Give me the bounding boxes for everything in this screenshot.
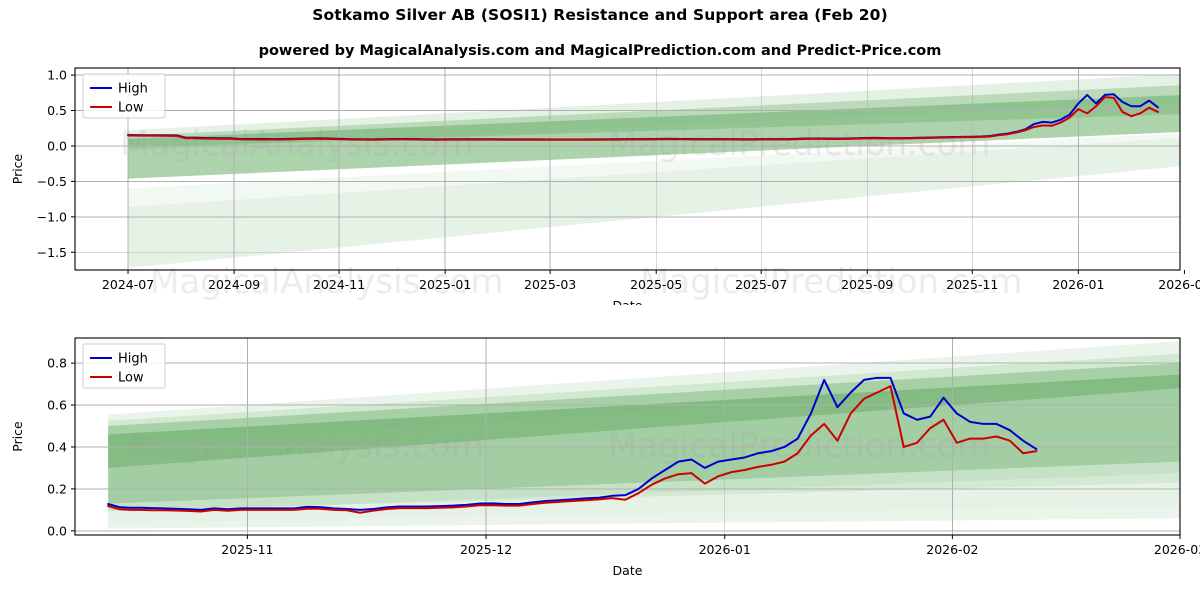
y-tick-label: 0.0 <box>47 138 67 153</box>
series-group <box>127 93 1159 141</box>
x-tick-label: 2024-09 <box>208 277 260 292</box>
x-axis-title: Date <box>613 298 643 305</box>
y-axis-title: Price <box>10 153 25 184</box>
legend: High Low <box>82 73 166 119</box>
x-tick-label: 2026-02 <box>926 542 978 557</box>
x-axis-title: Date <box>613 563 643 578</box>
y-tick-label: −1.0 <box>37 209 67 224</box>
x-tick-label: 2025-12 <box>460 542 512 557</box>
x-tick-label: 2025-05 <box>630 277 682 292</box>
x-axis: 2024-07 2024-09 2024-11 2025-01 2025-03 2025-… <box>102 270 1200 292</box>
plot-frame <box>74 67 1181 271</box>
band-lower-wedge-faint <box>128 133 1180 224</box>
series-line-high <box>107 376 1038 511</box>
overview-chart: MagicalAnalysis.com MagicalPrediction.com… <box>10 67 1200 305</box>
y-tick-label: 0.2 <box>47 481 67 496</box>
y-tick-label: 0.8 <box>47 356 67 371</box>
legend-label-high: High <box>118 82 148 97</box>
y-axis: 0.8 0.6 0.4 0.2 0.0 <box>47 356 75 538</box>
band-lower-wedge-light <box>128 137 1180 268</box>
x-tick-label: 2025-01 <box>419 277 471 292</box>
y-axis-title: Price <box>10 421 25 452</box>
zoom-chart: MagicalAnalysis.com MagicalPrediction.com… <box>10 337 1200 578</box>
band-lower-wedge-faint <box>108 482 1180 529</box>
x-axis: 2025-11 2025-12 2026-01 2026-02 2026-03 <box>221 535 1200 557</box>
x-tick-label: 2024-07 <box>102 277 154 292</box>
y-axis: 1.0 0.5 0.0 −0.5 −1.0 −1.5 <box>37 68 75 260</box>
band-group <box>128 73 1180 268</box>
x-tick-label: 2025-03 <box>524 277 576 292</box>
legend: High Low <box>82 343 166 389</box>
y-tick-label: −0.5 <box>37 174 67 189</box>
x-tick-label: 2025-09 <box>841 277 893 292</box>
chart-subtitle: powered by MagicalAnalysis.com and Magic… <box>258 43 942 59</box>
x-tick-label: 2026-01 <box>699 542 751 557</box>
y-tick-label: 0.4 <box>47 439 67 454</box>
x-tick-label: 2026-03 <box>1154 542 1200 557</box>
grid-group <box>75 338 1180 535</box>
y-tick-label: 0.0 <box>47 523 67 538</box>
series-line-low <box>107 385 1038 514</box>
page-title: Sotkamo Silver AB (SOSI1) Resistance and… <box>312 6 888 24</box>
legend-label-low: Low <box>118 101 144 116</box>
plot-frame <box>74 337 1181 536</box>
x-tick-label: 2025-07 <box>735 277 787 292</box>
legend-label-high: High <box>118 352 148 367</box>
series-group <box>107 376 1038 514</box>
legend-label-low: Low <box>118 371 144 386</box>
y-tick-label: 0.5 <box>47 103 67 118</box>
y-tick-label: −1.5 <box>37 245 67 260</box>
watermark-right: MagicalPrediction.com <box>640 262 1023 302</box>
watermark-left: MagicalAnalysis.com <box>130 426 484 466</box>
x-tick-label: 2024-11 <box>313 277 365 292</box>
grid-group <box>75 68 1180 270</box>
watermark-right: MagicalPrediction.com <box>608 426 991 466</box>
y-tick-label: 1.0 <box>47 68 67 83</box>
series-line-low <box>127 96 1159 141</box>
x-tick-label: 2025-11 <box>221 542 273 557</box>
x-tick-label: 2025-11 <box>946 277 998 292</box>
x-tick-label: 2026-03 <box>1158 277 1200 292</box>
band-core-band-strong <box>128 95 1180 179</box>
x-tick-label: 2026-01 <box>1052 277 1104 292</box>
y-tick-label: 0.6 <box>47 398 67 413</box>
watermark-left: MagicalAnalysis.com <box>120 124 474 164</box>
watermark-right: MagicalPrediction.com <box>608 124 991 164</box>
